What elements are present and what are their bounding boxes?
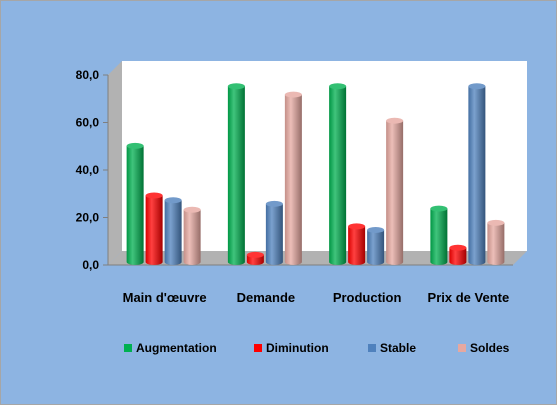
bar-diminution-3: [449, 245, 466, 265]
x-category-label: Production: [333, 290, 402, 305]
bar-soldes-1: [285, 92, 302, 265]
legend-swatch: [254, 344, 262, 352]
bar-augmentation-0: [127, 143, 144, 265]
bar-diminution-0: [146, 193, 163, 266]
x-category-label: Main d'œuvre: [123, 290, 207, 305]
legend-swatch: [458, 344, 466, 352]
legend-item: Augmentation: [124, 341, 217, 355]
bar-soldes-2: [386, 118, 403, 265]
bar-augmentation-3: [430, 206, 447, 265]
x-category-label: Prix de Vente: [428, 290, 510, 305]
y-tick-label: 80,0: [76, 68, 100, 82]
y-tick-label: 40,0: [76, 163, 100, 177]
bar-augmentation-2: [329, 83, 346, 265]
legend-label: Augmentation: [136, 341, 217, 355]
legend-item: Diminution: [254, 341, 329, 355]
side-wall: [108, 61, 122, 265]
bar-diminution-2: [348, 223, 365, 265]
y-tick-label: 0,0: [82, 258, 99, 272]
bar-stable-1: [266, 201, 283, 265]
bar-soldes-0: [184, 207, 201, 265]
legend-swatch: [368, 344, 376, 352]
bar-augmentation-1: [228, 83, 245, 265]
legend-label: Diminution: [266, 341, 329, 355]
y-tick-label: 20,0: [76, 211, 100, 225]
legend-label: Stable: [380, 341, 416, 355]
y-tick-label: 60,0: [76, 116, 100, 130]
back-wall: [122, 61, 527, 251]
bar-stable-2: [367, 227, 384, 265]
legend-swatch: [124, 344, 132, 352]
bar-stable-0: [165, 197, 182, 265]
x-category-label: Demande: [237, 290, 296, 305]
bar-stable-3: [468, 83, 485, 265]
legend-label: Soldes: [470, 341, 510, 355]
bar-diminution-1: [247, 252, 264, 265]
bar-soldes-3: [487, 220, 504, 265]
